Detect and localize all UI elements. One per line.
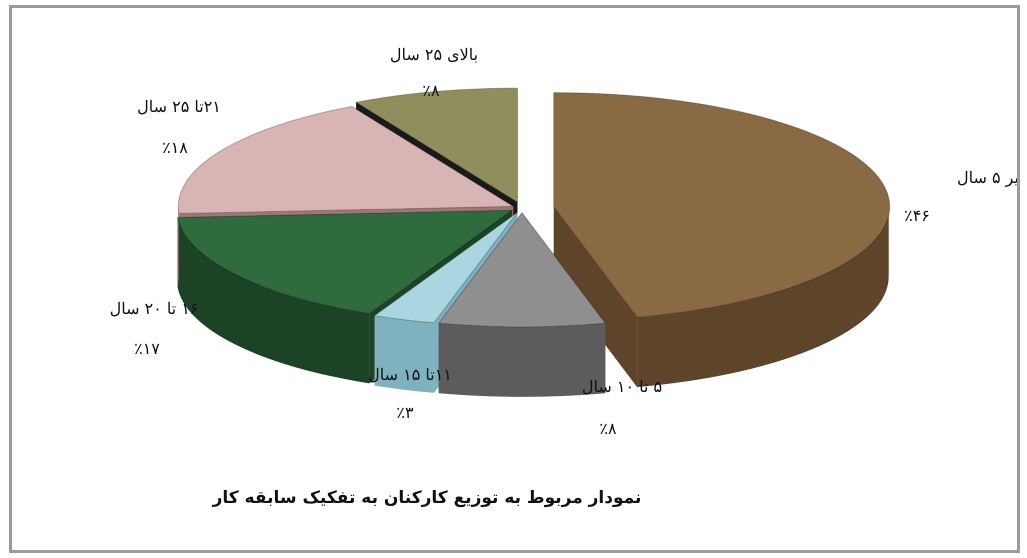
slice-value-4: ٪۱۸: [162, 138, 188, 157]
label-group-1: ۵ تا ۱۰ سال ٪۸: [582, 377, 662, 438]
chart-frame: زیر ۵ سال ٪۴۶ ۵ تا ۱۰ سال ٪۸ ۱۱تا ۱۵ سال…: [9, 5, 1020, 553]
slice-value-5: ٪۸: [422, 81, 440, 100]
slice-value-1: ٪۸: [599, 419, 617, 438]
slice-wall-0: [637, 206, 889, 388]
slice-wall-2: [374, 315, 434, 393]
slice-value-2: ٪۳: [396, 403, 414, 422]
chart-title: نمودار مربوط به توزیع کارکنان به تفکیک س…: [212, 488, 642, 508]
pie-slices: [177, 87, 891, 397]
pie-tops: [177, 87, 891, 328]
slice-label-5: بالای ۲۵ سال: [390, 45, 478, 64]
slice-face-0-1: [553, 206, 638, 388]
slice-value-0: ٪۴۶: [904, 206, 930, 225]
slice-label-4: ۲۱تا ۲۵ سال: [137, 97, 221, 116]
slice-label-3: ۱۶ تا ۲۰ سال: [110, 299, 199, 318]
pie-slice-5: [354, 87, 518, 203]
pie-slice-0: [553, 92, 891, 318]
label-group-5: بالای ۲۵ سال ٪۸: [390, 45, 478, 100]
slice-label-0: زیر ۵ سال: [957, 168, 1017, 187]
label-group-0: زیر ۵ سال ٪۴۶: [904, 168, 1017, 225]
label-group-2: ۱۱تا ۱۵ سال ٪۳: [368, 365, 452, 422]
pie-chart: زیر ۵ سال ٪۴۶ ۵ تا ۱۰ سال ٪۸ ۱۱تا ۱۵ سال…: [110, 45, 1017, 508]
slice-label-2: ۱۱تا ۱۵ سال: [368, 365, 452, 384]
label-group-3: ۱۶ تا ۲۰ سال ٪۱۷: [110, 299, 199, 358]
label-group-4: ۲۱تا ۲۵ سال ٪۱۸: [137, 97, 221, 157]
pie-slice-3: [177, 209, 514, 314]
pie-slice-1: [437, 211, 607, 328]
slice-wall-1: [438, 323, 606, 397]
slice-value-3: ٪۱۷: [134, 339, 160, 358]
slice-label-1: ۵ تا ۱۰ سال: [582, 377, 662, 396]
slice-wall-3: [177, 217, 370, 384]
pie-slice-2: [373, 212, 518, 324]
pie-slice-4: [177, 105, 515, 215]
slice-wall-4: [178, 206, 179, 284]
